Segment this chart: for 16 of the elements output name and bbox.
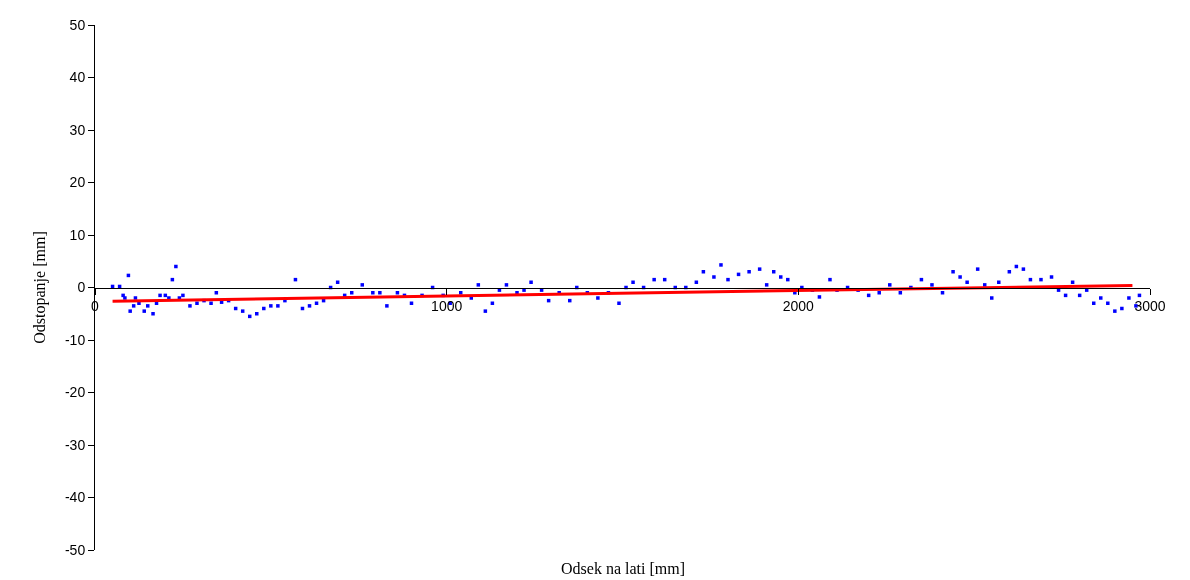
y-tick-label: -20 bbox=[64, 384, 86, 401]
x-tick-label: 3000 bbox=[1134, 298, 1166, 315]
y-tick-label: -30 bbox=[64, 436, 86, 453]
y-tick-label: -10 bbox=[64, 331, 86, 348]
x-tick-label: 1000 bbox=[431, 298, 463, 315]
y-axis-title: Odstopanje [mm] bbox=[30, 231, 49, 344]
y-tick-label: -40 bbox=[64, 489, 86, 506]
y-tick-label: 20 bbox=[69, 174, 86, 191]
y-tick-label: 10 bbox=[69, 226, 86, 243]
y-tick-label: 0 bbox=[77, 279, 86, 296]
x-tick-label: 2000 bbox=[782, 298, 815, 315]
y-tick-label: 40 bbox=[69, 69, 86, 86]
y-tick-label: 30 bbox=[69, 121, 86, 138]
y-tick-label: 50 bbox=[69, 16, 86, 33]
x-axis-title: Odsek na lati [mm] bbox=[561, 560, 685, 577]
y-tick-label: -50 bbox=[64, 541, 86, 558]
